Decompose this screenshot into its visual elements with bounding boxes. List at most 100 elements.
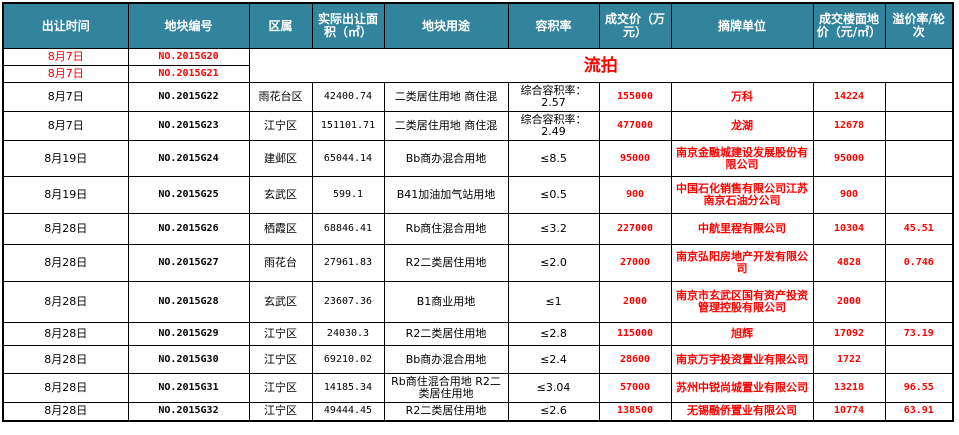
use-cell: B41加油加气站用地 — [383, 176, 509, 214]
winner-cell: 苏州中锐尚城置业有限公司 — [670, 373, 814, 403]
header-area: 实际出让面积（㎡） — [311, 2, 385, 49]
date-cell: 8月28日 — [2, 373, 129, 403]
header-district: 区属 — [248, 2, 313, 49]
date-cell: 8月28日 — [2, 244, 129, 282]
district-cell: 江宁区 — [248, 345, 313, 374]
district-cell: 雨花台区 — [248, 82, 313, 112]
unit-price-cell: 900 — [812, 176, 886, 214]
plot-id-cell: NO.2015G28 — [127, 281, 250, 323]
district-cell: 栖霞区 — [248, 213, 313, 245]
premium-cell — [884, 111, 954, 141]
winner-cell: 南京弘阳房地产开发有限公司 — [670, 244, 814, 282]
use-cell: Bb商办混合用地 — [383, 345, 509, 374]
use-cell: R2二类居住用地 — [383, 322, 509, 346]
winner-cell: 中国石化销售有限公司江苏南京石油分公司 — [670, 176, 814, 214]
far-cell: ≤3.04 — [507, 373, 600, 403]
price-cell: 27000 — [598, 244, 672, 282]
unit-price-cell: 12678 — [812, 111, 886, 141]
far-cell: ≤2.4 — [507, 345, 600, 374]
far-cell: 综合容积率：2.49 — [507, 111, 600, 141]
date-cell: 8月7日 — [2, 82, 129, 112]
far-cell: ≤2.0 — [507, 244, 600, 282]
price-cell: 477000 — [598, 111, 672, 141]
table-row: 8月28日 NO.2015G31 江宁区 14185.34 Rb商住混合用地 R2二类居… — [2, 373, 954, 403]
use-cell: Rb商住混合用地 — [383, 213, 509, 245]
area-cell: 23607.36 — [311, 281, 385, 323]
header-row: 出让时间 地块编号 区属 实际出让面积（㎡） 地块用途 容积率 成交价（万元） … — [2, 2, 954, 49]
date-cell: 8月19日 — [2, 140, 129, 177]
winner-cell: 龙湖 — [670, 111, 814, 141]
date-cell: 8月28日 — [2, 281, 129, 323]
premium-cell — [884, 176, 954, 214]
price-cell: 138500 — [598, 402, 672, 421]
premium-cell — [884, 140, 954, 177]
plot-id-cell: NO.2015G22 — [127, 82, 250, 112]
winner-cell: 南京市玄武区国有资产投资管理控股有限公司 — [670, 281, 814, 323]
price-cell: 227000 — [598, 213, 672, 245]
district-cell: 江宁区 — [248, 402, 313, 421]
unit-price-cell: 10304 — [812, 213, 886, 245]
premium-cell: 45.51 — [884, 213, 954, 245]
price-cell: 900 — [598, 176, 672, 214]
plot-id-cell: NO.2015G29 — [127, 322, 250, 346]
plot-id-cell: NO.2015G32 — [127, 402, 250, 421]
unit-price-cell: 1722 — [812, 345, 886, 374]
failed-auction-label: 流拍 — [248, 48, 954, 83]
header-unit-price: 成交楼面地价（元/㎡） — [812, 2, 886, 49]
failed-row: 8月7日 NO.2015G20 流拍 — [2, 48, 954, 83]
far-cell: ≤8.5 — [507, 140, 600, 177]
header-use: 地块用途 — [383, 2, 509, 49]
district-cell: 江宁区 — [248, 322, 313, 346]
price-cell: 95000 — [598, 140, 672, 177]
use-cell: Bb商办混合用地 — [383, 140, 509, 177]
district-cell: 江宁区 — [248, 373, 313, 403]
plot-id-cell: NO.2015G30 — [127, 345, 250, 374]
winner-cell: 万科 — [670, 82, 814, 112]
premium-cell — [884, 345, 954, 374]
table-row: 8月28日 NO.2015G30 江宁区 69210.02 Bb商办混合用地 ≤2.4 28… — [2, 345, 954, 374]
use-cell: Rb商住混合用地 R2二类居住用地 — [383, 373, 509, 403]
plot-id-cell: NO.2015G20 — [127, 48, 250, 66]
premium-cell: 96.55 — [884, 373, 954, 403]
area-cell: 24030.3 — [311, 322, 385, 346]
table-row: 8月7日 NO.2015G22 雨花台区 42400.74 二类居住用地 商住混 综合容积… — [2, 82, 954, 112]
winner-cell: 南京金融城建设发展股份有限公司 — [670, 140, 814, 177]
area-cell: 599.1 — [311, 176, 385, 214]
winner-cell: 中航里程有限公司 — [670, 213, 814, 245]
unit-price-cell: 14224 — [812, 82, 886, 112]
use-cell: 二类居住用地 商住混 — [383, 111, 509, 141]
far-cell: ≤3.2 — [507, 213, 600, 245]
header-price: 成交价（万元） — [598, 2, 672, 49]
table-row: 8月28日 NO.2015G32 江宁区 49444.45 R2二类居住用地 ≤2.6 13… — [2, 402, 954, 421]
area-cell: 68846.41 — [311, 213, 385, 245]
use-cell: 二类居住用地 商住混 — [383, 82, 509, 112]
plot-id-cell: NO.2015G26 — [127, 213, 250, 245]
winner-cell: 南京万宇投资置业有限公司 — [670, 345, 814, 374]
date-cell: 8月28日 — [2, 322, 129, 346]
winner-cell: 无锡融侨置业有限公司 — [670, 402, 814, 421]
use-cell: R2二类居住用地 — [383, 244, 509, 282]
district-cell: 玄武区 — [248, 281, 313, 323]
use-cell: R2二类居住用地 — [383, 402, 509, 421]
plot-id-cell: NO.2015G27 — [127, 244, 250, 282]
plot-id-cell: NO.2015G25 — [127, 176, 250, 214]
table-row: 8月28日 NO.2015G27 雨花台 27961.83 R2二类居住用地 ≤2.0 27… — [2, 244, 954, 282]
header-winner: 摘牌单位 — [670, 2, 814, 49]
far-cell: ≤2.8 — [507, 322, 600, 346]
unit-price-cell: 10774 — [812, 402, 886, 421]
premium-cell — [884, 281, 954, 323]
area-cell: 27961.83 — [311, 244, 385, 282]
land-auction-table: 出让时间 地块编号 区属 实际出让面积（㎡） 地块用途 容积率 成交价（万元） … — [2, 2, 954, 422]
winner-cell: 旭辉 — [670, 322, 814, 346]
premium-cell: 63.91 — [884, 402, 954, 421]
premium-cell — [884, 82, 954, 112]
use-cell: B1商业用地 — [383, 281, 509, 323]
date-cell: 8月28日 — [2, 213, 129, 245]
area-cell: 49444.45 — [311, 402, 385, 421]
price-cell: 2000 — [598, 281, 672, 323]
date-cell: 8月28日 — [2, 345, 129, 374]
date-cell: 8月28日 — [2, 402, 129, 421]
header-plot-id: 地块编号 — [127, 2, 250, 49]
price-cell: 28600 — [598, 345, 672, 374]
table-row: 8月28日 NO.2015G28 玄武区 23607.36 B1商业用地 ≤1 2000 南京… — [2, 281, 954, 323]
